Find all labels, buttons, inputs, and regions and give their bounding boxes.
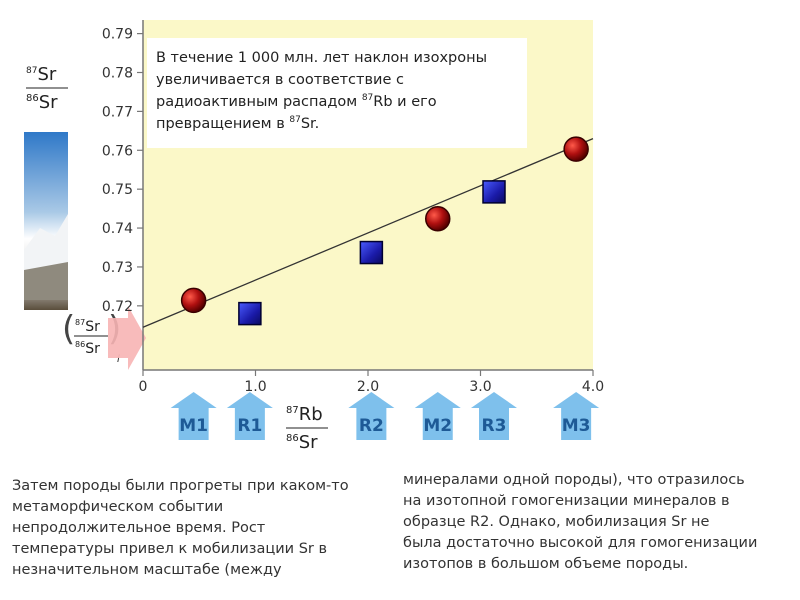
mineral-point [425, 205, 451, 232]
body-text-right: минералами одной породы), что отразилось… [403, 472, 758, 572]
x-axis-label: 87Rb 86Sr [286, 404, 328, 453]
x-tick-label: 4.0 [582, 379, 604, 395]
sample-arrow-label: R2 [359, 416, 384, 436]
y-tick-label: 0.76 [102, 143, 133, 159]
y-tick-label: 0.73 [102, 260, 133, 276]
sample-arrow-label: M1 [179, 416, 208, 436]
mineral-point [180, 287, 207, 314]
sample-arrow [226, 392, 273, 440]
sample-arrow-label: R3 [482, 416, 507, 436]
y-tick-label: 0.75 [102, 182, 133, 198]
isochron-line [142, 138, 594, 328]
landscape-photo [24, 132, 68, 310]
sample-arrow [170, 392, 217, 440]
rock-point [238, 301, 262, 326]
sample-arrow [553, 392, 600, 440]
y-tick-label: 0.78 [102, 66, 133, 82]
annotation-box [147, 38, 527, 148]
svg-text:(: ( [62, 309, 75, 349]
sample-arrow-label: M2 [423, 416, 452, 436]
rock-point [359, 240, 384, 265]
body-text-left: Затем породы были прогреты при каком-то … [12, 478, 349, 578]
rock-point [482, 180, 506, 204]
y-tick-label: 0.79 [102, 27, 133, 43]
mineral-point [563, 136, 589, 162]
initial-ratio-arrow [108, 306, 146, 370]
sample-arrow [414, 392, 461, 440]
sample-arrow [471, 392, 517, 440]
svg-text:86Sr: 86Sr [26, 92, 58, 113]
svg-text:i: i [117, 354, 120, 365]
x-tick-label: 0 [139, 379, 148, 395]
y-tick-label: 0.74 [102, 221, 133, 237]
y-tick-label: 0.72 [102, 299, 133, 315]
sample-arrow [348, 392, 395, 440]
x-tick-label: 2.0 [357, 379, 379, 395]
svg-text:87Sr: 87Sr [26, 64, 57, 85]
x-tick-label: 1.0 [244, 379, 266, 395]
sample-arrow-label: M3 [562, 416, 591, 436]
y-label-num-text: Sr [37, 64, 56, 85]
y-tick-label: 0.77 [102, 104, 133, 120]
svg-text:87Rb: 87Rb [286, 404, 323, 425]
y-axis-label: 87Sr 86Sr [26, 64, 68, 113]
svg-text:86Sr: 86Sr [286, 432, 318, 453]
x-tick-label: 3.0 [469, 379, 491, 395]
annotation-text: В течение 1 000 млн. лет наклон изохроны… [156, 50, 492, 132]
sample-arrow-label: R1 [237, 416, 262, 436]
svg-text:87Sr: 87Sr [75, 318, 100, 335]
svg-text:86Sr: 86Sr [75, 340, 100, 357]
